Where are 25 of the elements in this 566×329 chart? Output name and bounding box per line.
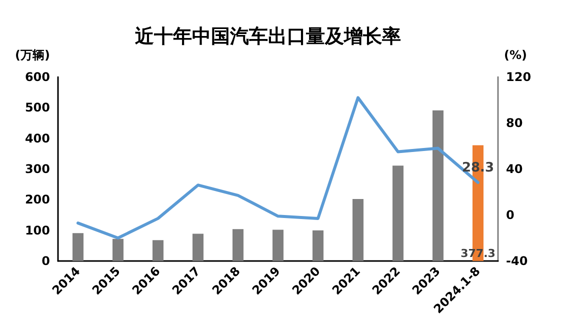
y-tick-label: 500 bbox=[24, 100, 50, 115]
y-tick-label: 300 bbox=[24, 162, 50, 176]
y2-tick-label: 0 bbox=[506, 208, 514, 222]
chart-title: 近十年中国汽车出口量及增长率 bbox=[134, 26, 401, 48]
y2-axis-title: (%) bbox=[504, 48, 527, 62]
y2-tick-label: 80 bbox=[506, 116, 523, 130]
y-axis-title: (万辆) bbox=[15, 48, 50, 62]
bar bbox=[192, 234, 204, 261]
y-tick-label: 600 bbox=[24, 70, 50, 84]
bar bbox=[152, 240, 164, 261]
y-tick-label: 400 bbox=[24, 131, 50, 146]
y2-tick-label: 120 bbox=[506, 70, 532, 84]
bar bbox=[232, 229, 244, 261]
bar bbox=[72, 233, 84, 261]
y2-tick-label: -40 bbox=[506, 254, 528, 268]
bar bbox=[272, 230, 284, 261]
y-tick-label: 200 bbox=[24, 192, 50, 207]
y-tick-label: 0 bbox=[42, 254, 50, 268]
bar bbox=[392, 166, 404, 261]
bar bbox=[312, 230, 324, 261]
bar bbox=[112, 238, 124, 261]
y-tick-label: 100 bbox=[24, 223, 50, 238]
y2-tick-label: 40 bbox=[506, 162, 523, 176]
bar bbox=[432, 110, 444, 261]
bar bbox=[352, 199, 364, 261]
